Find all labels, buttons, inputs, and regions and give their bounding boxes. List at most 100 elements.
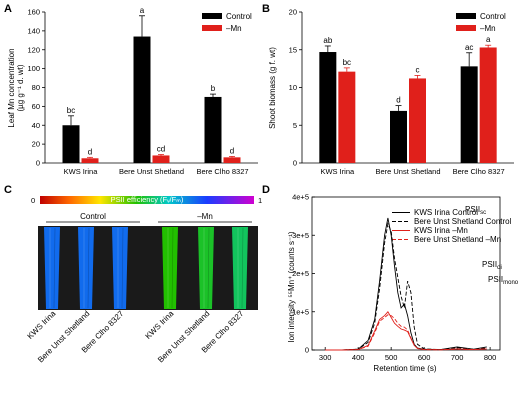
legend-label: KWS Irina Control <box>414 208 478 217</box>
significance-letter: bc <box>343 58 351 67</box>
significance-letter: cd <box>157 145 165 154</box>
legend-swatch-control-b <box>456 13 476 19</box>
x-tick-label: KWS Irina <box>320 167 355 176</box>
x-axis-label-d: Retention time (s) <box>373 364 436 373</box>
bar-control <box>133 36 151 163</box>
bar-control <box>204 96 222 163</box>
significance-letter: a <box>486 35 491 44</box>
significance-letter: d <box>230 146 234 155</box>
significance-letter: ab <box>323 36 332 45</box>
y-tick-label: 60 <box>32 102 40 111</box>
leaf-image <box>112 227 128 309</box>
x-tick-label: 300 <box>319 353 332 362</box>
leaf-vein <box>207 227 210 309</box>
leaf-vein <box>53 227 56 309</box>
series-line <box>325 222 487 351</box>
peak-label-di-main: PSII <box>482 260 497 269</box>
significance-letter: c <box>416 65 420 74</box>
y-tick-label: 10 <box>289 83 297 92</box>
peak-label-sc: PSIIsc <box>465 205 486 216</box>
leaf-image <box>232 227 248 309</box>
bar-control <box>62 125 80 163</box>
legend-label-control-b: Control <box>480 12 506 21</box>
fluorescence-image-panel-c: 0 1 PSII efficiency (Fᵥ/Fₘ) Control –Mn … <box>26 195 263 364</box>
bar-mn <box>223 157 241 163</box>
y-tick-label: 15 <box>289 45 297 54</box>
legend-label: KWS Irina –Mn <box>414 226 468 235</box>
y-axis-label-a: Leaf Mn concentration (µg g⁻¹ d. wt) <box>7 48 25 127</box>
x-tick-label: 800 <box>484 353 497 362</box>
y-axis-label-d: Ion intensity ⁵⁵Mn⁺ (counts s⁻¹) <box>287 231 296 342</box>
y-tick-label: 5 <box>293 121 297 130</box>
series-line <box>325 311 487 351</box>
y-tick-label: 80 <box>32 83 40 92</box>
peak-label-di-sub: di <box>497 265 502 271</box>
peak-label-sc-sub: sc <box>480 210 486 216</box>
legend-label: Bere Unst Shetland –Mn <box>414 235 501 244</box>
x-tick-label: Bere Unst Shetland <box>375 167 440 176</box>
x-tick-label: 700 <box>451 353 464 362</box>
significance-letter: bc <box>67 106 75 115</box>
y-tick-label: 20 <box>32 140 40 149</box>
y-axis-label-a-line1: Leaf Mn concentration <box>7 48 16 127</box>
leaf-images <box>44 227 248 309</box>
x-tick-label: Bere Clho 8327 <box>196 167 248 176</box>
leaf-image-background <box>38 226 258 310</box>
leaf-label: KWS Irina <box>144 309 176 341</box>
significance-letter: d <box>396 96 400 105</box>
color-scale-title: PSII efficiency (Fᵥ/Fₘ) <box>111 195 184 204</box>
bar-control <box>390 110 407 163</box>
leaf-vein <box>171 227 174 309</box>
leaf-image <box>78 227 94 309</box>
y-tick-label: 160 <box>27 8 40 17</box>
chart-panel-d: Ion intensity ⁵⁵Mn⁺ (counts s⁻¹) Retenti… <box>287 193 519 374</box>
x-tick-label: 500 <box>385 353 398 362</box>
bar-mn <box>152 155 170 163</box>
y-tick-label: 0 <box>36 159 40 168</box>
chart-panel-b: Shoot biomass (g f. wt) Control –Mn 0 5 10… <box>268 8 514 176</box>
significance-letter: a <box>140 6 145 15</box>
panel-label-d: D <box>262 184 270 196</box>
legend-label-control-a: Control <box>226 12 252 21</box>
y-tick-label: 100 <box>27 64 40 73</box>
legend-label-mn-a: –Mn <box>226 24 242 33</box>
group-label-control: Control <box>80 212 106 221</box>
x-tick-label: Bere Clho 8327 <box>453 167 505 176</box>
peak-label-sc-main: PSII <box>465 205 480 214</box>
peak-label-mono-main: PSII <box>488 275 503 284</box>
leaf-image <box>162 227 178 309</box>
y-tick-label: 40 <box>32 121 40 130</box>
svg-text:PSIImono: PSIImono <box>488 275 519 286</box>
legend-swatch-mn-b <box>456 25 476 31</box>
color-scale-bar <box>40 196 254 204</box>
chart-panel-a: Leaf Mn concentration (µg g⁻¹ d. wt) Con… <box>7 6 258 176</box>
bar-mn <box>338 71 356 163</box>
y-tick-label: 140 <box>27 26 40 35</box>
leaf-image <box>198 227 214 309</box>
y-tick-label: 20 <box>289 8 297 17</box>
legend-b: Control –Mn <box>456 12 506 33</box>
panel-label-c: C <box>4 184 12 196</box>
color-scale-max: 1 <box>258 196 262 205</box>
leaf-vein <box>87 227 90 309</box>
color-scale-min: 0 <box>31 196 35 205</box>
legend-swatch-mn-a <box>202 25 222 31</box>
y-axis-label-a-line2: (µg g⁻¹ d. wt) <box>16 64 25 111</box>
panel-label-a: A <box>4 3 12 15</box>
group-label-mn: –Mn <box>197 212 213 221</box>
legend-label-mn-b: –Mn <box>480 24 496 33</box>
y-tick-label: 2e+5 <box>292 269 309 278</box>
y-tick-label: 4e+5 <box>292 193 309 202</box>
x-tick-label: 400 <box>352 353 365 362</box>
legend-swatch-control-a <box>202 13 222 19</box>
leaf-vein <box>241 227 244 309</box>
x-tick-label: 600 <box>418 353 431 362</box>
y-tick-label: 0 <box>305 346 309 355</box>
x-tick-label: Bere Unst Shetland <box>119 167 184 176</box>
bar-control <box>460 66 478 163</box>
significance-letter: ac <box>465 43 473 52</box>
bar-mn <box>409 78 426 163</box>
y-tick-label: 120 <box>27 45 40 54</box>
